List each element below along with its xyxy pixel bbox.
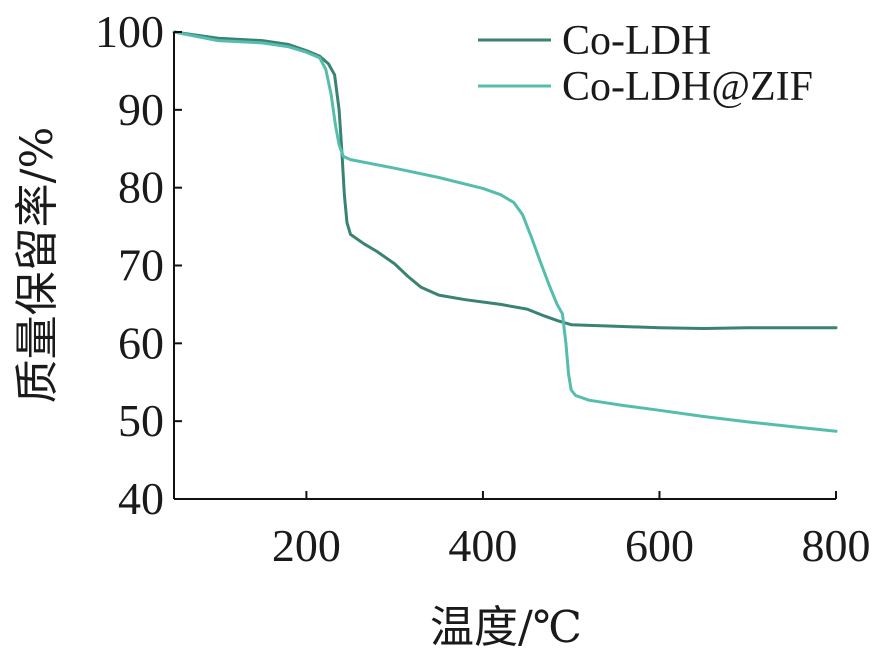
y-tick-label: 100: [95, 6, 164, 57]
series-layer: [172, 30, 838, 433]
y-tick-label: 50: [118, 395, 164, 446]
y-axis-title: 质量保留率/%: [12, 127, 63, 404]
x-tick-label: 800: [802, 520, 871, 571]
legend-label: Co-LDH: [562, 18, 711, 64]
x-tick-label: 400: [448, 520, 517, 571]
series-line-2: [172, 30, 838, 433]
x-tick-label: 600: [625, 520, 694, 571]
y-tick-label: 70: [118, 240, 164, 291]
y-tick-label: 40: [118, 473, 164, 524]
x-ticks: 200 400 600 800: [272, 491, 871, 571]
y-tick-label: 60: [118, 317, 164, 368]
y-tick-label: 90: [118, 84, 164, 135]
x-axis-title: 温度/℃: [430, 602, 582, 653]
y-ticks: 40 50 60 70 80 90 100: [95, 6, 182, 524]
x-tick-label: 200: [272, 520, 341, 571]
y-tick-label: 80: [118, 162, 164, 213]
legend-label: Co-LDH@ZIF: [562, 64, 813, 110]
